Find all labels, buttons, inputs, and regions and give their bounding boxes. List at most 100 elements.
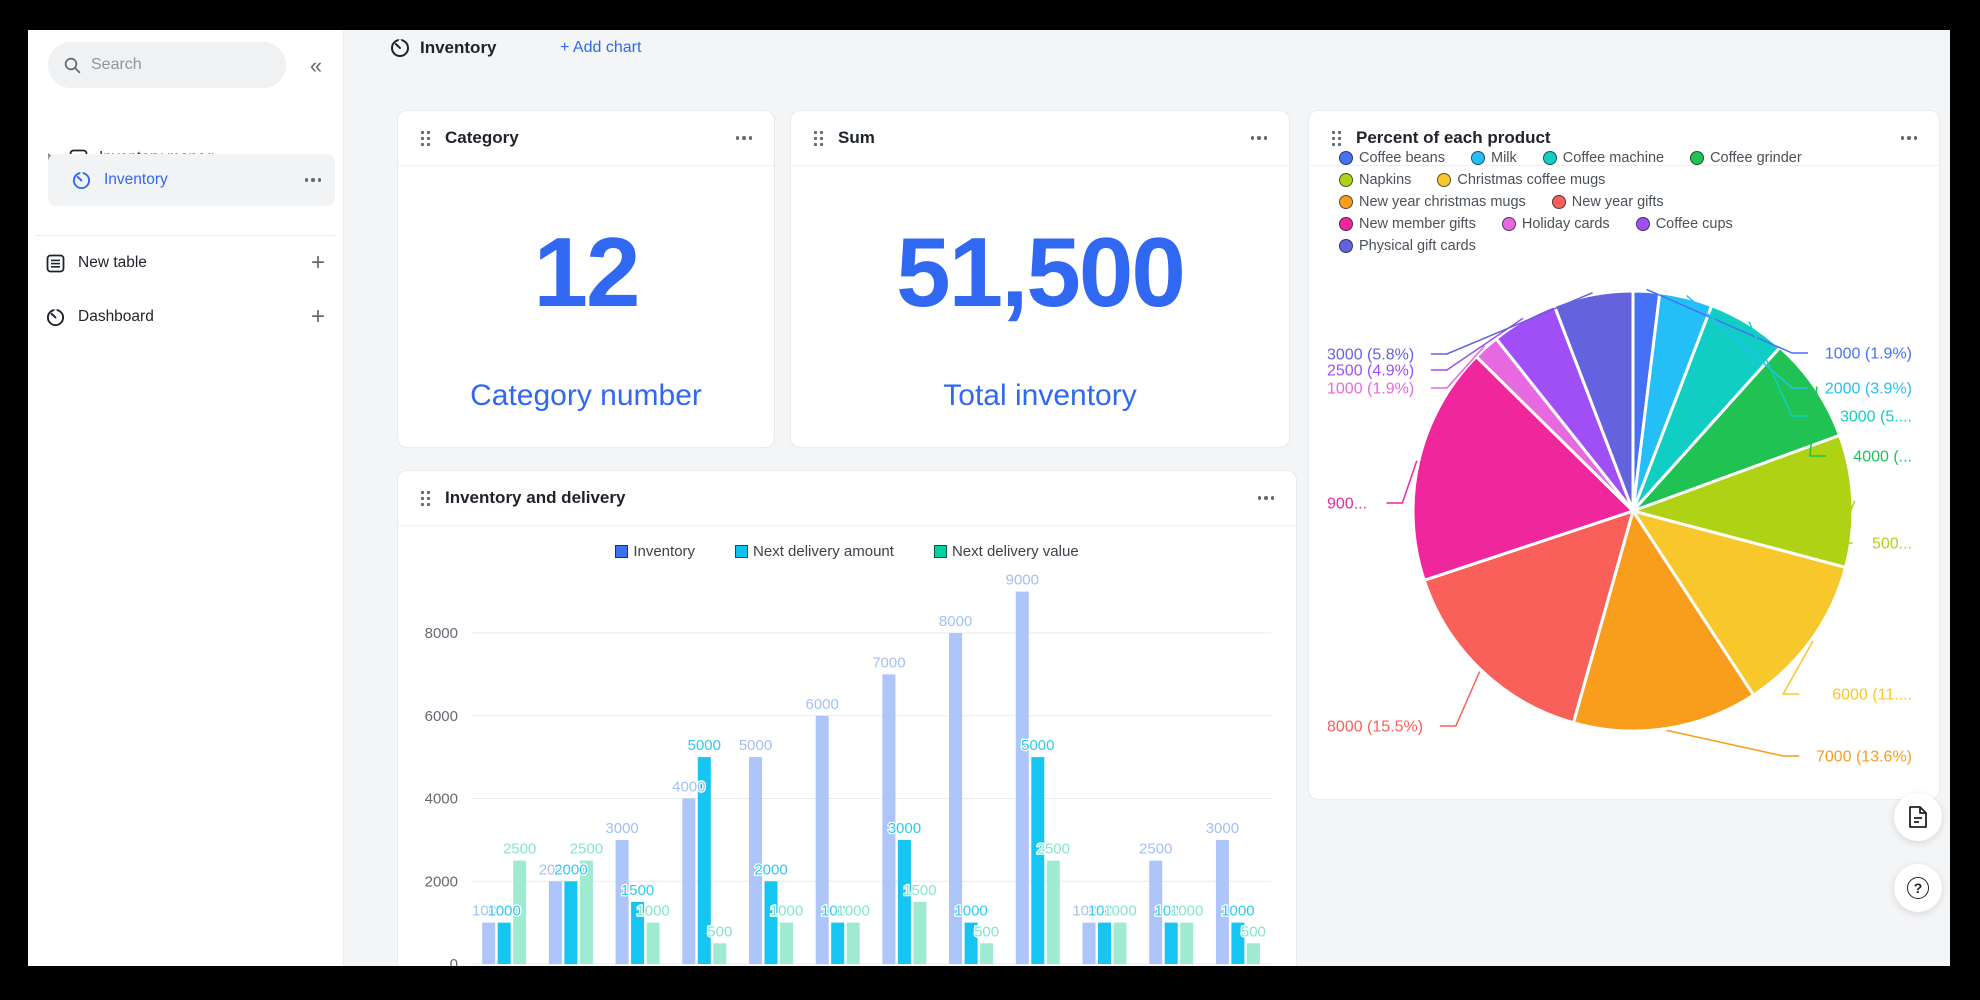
legend-item[interactable]: Coffee machine bbox=[1542, 150, 1664, 166]
bar-0-8[interactable] bbox=[1015, 591, 1029, 964]
more-icon[interactable] bbox=[735, 136, 752, 140]
legend-item[interactable]: Next delivery amount bbox=[735, 543, 894, 560]
pie-slice-8[interactable] bbox=[1411, 355, 1635, 582]
legend-item[interactable]: Holiday cards bbox=[1501, 216, 1610, 232]
legend-item[interactable]: Milk bbox=[1471, 150, 1517, 166]
bar-2-3[interactable] bbox=[713, 943, 727, 964]
add-dashboard-icon[interactable]: + bbox=[310, 303, 325, 330]
legend-item[interactable]: New year gifts bbox=[1551, 194, 1664, 210]
bar-0-11[interactable] bbox=[1215, 839, 1229, 964]
legend-item[interactable]: Napkins bbox=[1339, 172, 1411, 188]
search-placeholder: Search bbox=[91, 56, 142, 73]
add-chart-button[interactable]: + Add chart bbox=[560, 39, 642, 56]
bar-1-6[interactable] bbox=[897, 839, 911, 964]
bar-0-5[interactable] bbox=[815, 715, 829, 965]
legend-item[interactable]: Next delivery value bbox=[933, 543, 1079, 560]
bar-1-1[interactable] bbox=[564, 881, 578, 965]
bar-2-4[interactable] bbox=[780, 922, 793, 964]
bar-2-0[interactable] bbox=[513, 860, 527, 964]
bar-1-10[interactable] bbox=[1164, 922, 1178, 964]
add-table-icon[interactable]: + bbox=[310, 249, 325, 276]
legend-item[interactable]: Christmas coffee mugs bbox=[1437, 172, 1605, 188]
sidebar-item-inventory-active[interactable]: Inventory bbox=[48, 154, 335, 206]
bar-0-10[interactable] bbox=[1149, 860, 1163, 964]
drag-handle-icon[interactable] bbox=[420, 130, 431, 147]
docs-fab-button[interactable] bbox=[1894, 793, 1942, 841]
bar-1-0[interactable] bbox=[497, 922, 511, 964]
legend-item[interactable]: Inventory bbox=[615, 543, 695, 560]
bar-value-label: 5000 bbox=[739, 737, 772, 754]
legend-label: Coffee grinder bbox=[1710, 150, 1802, 166]
y-axis-tick-label: 6000 bbox=[425, 708, 458, 725]
more-icon[interactable] bbox=[1257, 496, 1274, 500]
bar-2-2[interactable] bbox=[646, 922, 660, 964]
sidebar-item-label: Dashboard bbox=[78, 308, 154, 325]
bar-0-4[interactable] bbox=[749, 757, 762, 964]
bar-2-10[interactable] bbox=[1180, 922, 1194, 964]
legend-item[interactable]: Coffee grinder bbox=[1690, 150, 1802, 166]
stat-body: 51,500 Total inventory bbox=[791, 166, 1289, 447]
more-icon[interactable] bbox=[304, 178, 321, 182]
drag-handle-icon[interactable] bbox=[813, 130, 824, 147]
more-icon[interactable] bbox=[1900, 136, 1917, 140]
help-fab-button[interactable]: ? bbox=[1894, 864, 1942, 912]
search-input[interactable]: Search bbox=[48, 42, 286, 88]
drag-handle-icon[interactable] bbox=[420, 490, 431, 507]
drag-handle-icon[interactable] bbox=[1331, 130, 1342, 147]
bar-0-7[interactable] bbox=[949, 633, 963, 964]
legend-label: Next delivery value bbox=[951, 543, 1079, 560]
legend-item[interactable]: New year christmas mugs bbox=[1339, 194, 1526, 210]
pie-callout-label: 1000 (1.9%) bbox=[1825, 346, 1912, 363]
bar-2-5[interactable] bbox=[846, 922, 860, 964]
pie-legend: Coffee beans Milk Coffee machine Coffee gri… bbox=[1339, 147, 1802, 257]
pie-callout-line bbox=[1386, 460, 1418, 504]
pie-callout-label: 4000 (... bbox=[1853, 449, 1912, 466]
bar-2-1[interactable] bbox=[579, 860, 593, 964]
bar-0-6[interactable] bbox=[882, 674, 896, 964]
collapse-sidebar-icon[interactable]: « bbox=[309, 53, 323, 78]
legend-item[interactable]: Physical gift cards bbox=[1339, 238, 1476, 254]
bar-value-label: 2000 bbox=[539, 861, 572, 878]
sidebar-item-new-table[interactable]: New table + bbox=[46, 245, 325, 281]
bar-value-label: 1000 bbox=[636, 903, 669, 920]
sum-card: Sum 51,500 Total inventory bbox=[790, 110, 1290, 448]
bar-0-9[interactable] bbox=[1082, 922, 1096, 964]
bar-1-5[interactable] bbox=[831, 922, 845, 964]
bar-1-9[interactable] bbox=[1098, 922, 1111, 964]
legend-dot-icon bbox=[1501, 217, 1516, 231]
bar-value-label: 5000 bbox=[1021, 737, 1054, 754]
bar-value-label: 1000 bbox=[1221, 903, 1254, 920]
bar-value-label: 500 bbox=[707, 923, 732, 940]
bar-1-4[interactable] bbox=[764, 881, 778, 965]
bar-0-0[interactable] bbox=[482, 922, 496, 964]
pie-slice-5[interactable] bbox=[1631, 509, 1848, 697]
stat-caption: Total inventory bbox=[943, 379, 1137, 412]
bar-0-3[interactable] bbox=[682, 798, 696, 965]
bar-value-label: 1000 bbox=[1072, 903, 1105, 920]
bar-2-11[interactable] bbox=[1246, 943, 1260, 964]
legend-item[interactable]: Coffee cups bbox=[1635, 216, 1733, 232]
bar-1-7[interactable] bbox=[964, 922, 978, 964]
bar-1-11[interactable] bbox=[1231, 922, 1245, 964]
bar-2-9[interactable] bbox=[1113, 922, 1127, 964]
sidebar-item-dashboard[interactable]: Dashboard + bbox=[46, 299, 325, 335]
bar-value-label: 1000 bbox=[488, 903, 521, 920]
legend-label: Inventory bbox=[633, 543, 696, 560]
pie-callout-line bbox=[1809, 386, 1826, 457]
more-icon[interactable] bbox=[1250, 136, 1267, 140]
pie-slice-4[interactable] bbox=[1631, 433, 1855, 569]
sidebar: Search « Inventory manag... bbox=[28, 30, 344, 966]
legend-item[interactable]: New member gifts bbox=[1339, 216, 1476, 232]
bar-2-8[interactable] bbox=[1046, 860, 1060, 964]
bar-1-2[interactable] bbox=[631, 901, 645, 964]
bar-0-2[interactable] bbox=[615, 839, 629, 964]
bar-1-8[interactable] bbox=[1031, 757, 1045, 964]
pie-callout-label: 1000 (1.9%) bbox=[1327, 381, 1414, 398]
pie-slice-11[interactable] bbox=[1552, 289, 1635, 513]
bar-2-6[interactable] bbox=[913, 901, 927, 964]
bar-1-3[interactable] bbox=[697, 757, 711, 964]
bar-0-1[interactable] bbox=[548, 881, 562, 965]
bar-2-7[interactable] bbox=[980, 943, 994, 964]
legend-item[interactable]: Coffee beans bbox=[1339, 150, 1445, 166]
pie-callout-label: 500... bbox=[1872, 536, 1912, 553]
